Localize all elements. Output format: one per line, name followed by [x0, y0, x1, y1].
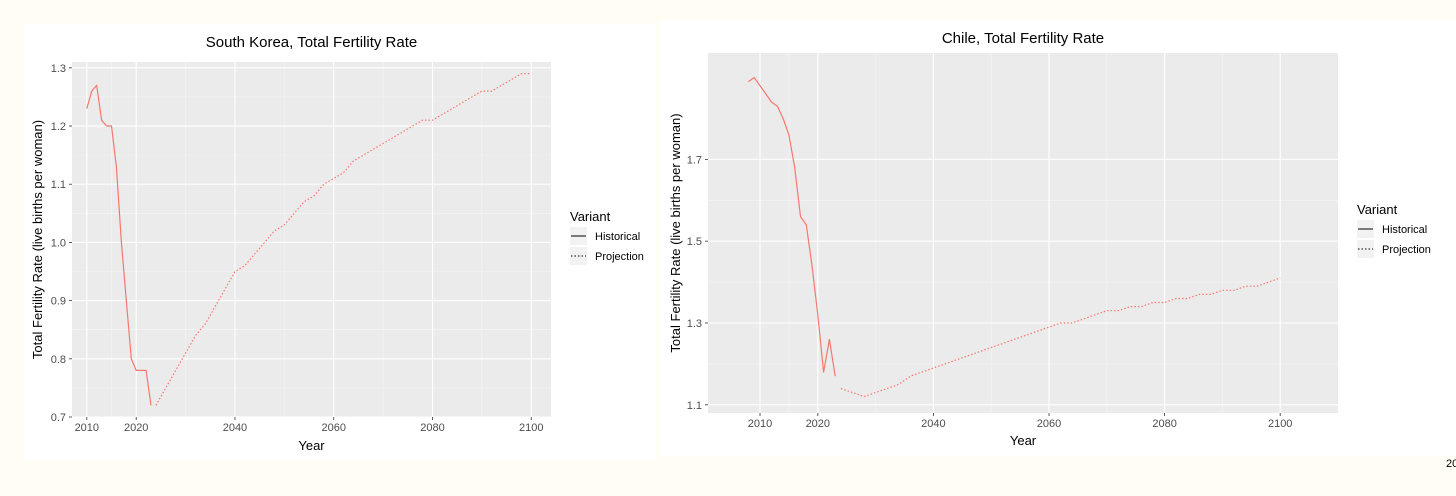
chart-chile: 2010 2020 2040 2060 2080 2100 1.1 1.3 1.5 1.7 Chil… — [668, 30, 1431, 448]
plot-area — [72, 62, 551, 417]
legend-title: Variant — [1357, 202, 1398, 217]
x-tick-label: 2080 — [420, 422, 444, 434]
x-tick-label: 2010 — [748, 418, 772, 430]
y-tick-label: 0.9 — [51, 296, 66, 308]
y-tick-label: 1.0 — [51, 237, 66, 249]
x-tick-label: 2100 — [519, 422, 543, 434]
y-tick-label: 1.5 — [687, 236, 702, 248]
y-tick-label: 0.8 — [51, 354, 66, 366]
x-axis-title: Year — [298, 438, 325, 453]
x-tick-label: 2060 — [1037, 418, 1061, 430]
y-tick-label: 1.7 — [687, 154, 702, 166]
x-axis-title: Year — [1010, 433, 1037, 448]
legend-title: Variant — [570, 209, 611, 224]
legend-label: Projection — [595, 251, 644, 263]
y-tick-label: 0.7 — [51, 412, 66, 424]
y-tick-label: 1.2 — [51, 121, 66, 133]
x-tick-label: 2040 — [921, 418, 945, 430]
legend-label: Historical — [595, 231, 640, 243]
legend-label: Projection — [1382, 244, 1431, 256]
series-line-historical — [86, 84, 152, 406]
x-tick-label: 2020 — [806, 418, 830, 430]
chart-title: Chile, Total Fertility Rate — [942, 30, 1104, 47]
series-line-projection — [840, 277, 1281, 398]
chart-south-korea: 2010 2020 2040 2060 2080 2100 0.7 0.8 0.9 1.0 1.1 1… — [30, 34, 644, 453]
y-tick-label: 1.3 — [687, 318, 702, 330]
plot-area — [708, 53, 1338, 413]
legend-label: Historical — [1382, 224, 1427, 236]
chart-panel-south-korea: 2010 2020 2040 2060 2080 2100 0.7 0.8 0.9 1.0 1.1 1… — [24, 24, 656, 460]
chart-title: South Korea, Total Fertility Rate — [206, 34, 418, 51]
x-tick-label: 2080 — [1152, 418, 1176, 430]
y-tick-label: 1.1 — [687, 400, 702, 412]
corner-text: 20 — [1446, 458, 1456, 470]
series-line-projection — [155, 72, 532, 406]
x-tick-label: 2040 — [223, 422, 247, 434]
x-tick-label: 2010 — [75, 422, 99, 434]
series-line-historical — [748, 76, 836, 377]
x-tick-label: 2060 — [321, 422, 345, 434]
y-tick-label: 1.3 — [51, 63, 66, 75]
y-axis-title: Total Fertility Rate (live births per wo… — [30, 120, 45, 359]
x-tick-label: 2020 — [124, 422, 148, 434]
y-axis-title: Total Fertility Rate (live births per wo… — [668, 113, 683, 352]
y-tick-label: 1.1 — [51, 179, 66, 191]
chart-panel-chile: 2010 2020 2040 2060 2080 2100 1.1 1.3 1.5 1.7 Chil… — [660, 20, 1456, 456]
x-tick-label: 2100 — [1268, 418, 1292, 430]
